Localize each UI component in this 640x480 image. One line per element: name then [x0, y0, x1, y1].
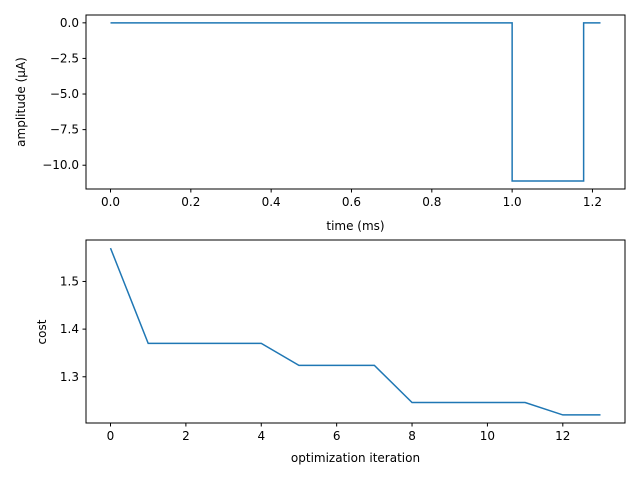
- amplitude-y-tick-label: 0.0: [60, 16, 79, 30]
- cost-x-tick-label: 2: [182, 429, 190, 443]
- cost-x-tick-label: 0: [107, 429, 115, 443]
- cost-x-ticks: 0 2 4 6 8 10 12: [107, 423, 570, 443]
- cost-y-ticks: 1.5 1.4 1.3: [60, 274, 86, 384]
- amplitude-plot-frame: [85, 14, 626, 190]
- cost-x-tick-label: 12: [555, 429, 570, 443]
- cost-plot-frame: [85, 239, 626, 424]
- cost-x-tick-label: 8: [408, 429, 416, 443]
- amplitude-x-tick-label: 1.0: [503, 195, 522, 209]
- cost-y-tick-label: 1.5: [60, 274, 79, 288]
- amplitude-x-tick-label: 0.8: [422, 195, 441, 209]
- amplitude-y-tick-label: −5.0: [50, 87, 79, 101]
- amplitude-y-axis-label: amplitude (µA): [14, 57, 28, 147]
- amplitude-x-ticks: 0.0 0.2 0.4 0.6 0.8 1.0 1.2: [101, 189, 602, 209]
- cost-y-tick-label: 1.4: [60, 322, 79, 336]
- cost-x-tick-label: 4: [257, 429, 265, 443]
- amplitude-plot: 0.0 0.2 0.4 0.6 0.8 1.0 1.2 0.0 −2.5 −5.0 −7.5 −10…: [14, 14, 626, 233]
- amplitude-x-tick-label: 1.2: [583, 195, 602, 209]
- cost-x-axis-label: optimization iteration: [291, 451, 420, 465]
- amplitude-x-tick-label: 0.6: [342, 195, 361, 209]
- amplitude-y-ticks: 0.0 −2.5 −5.0 −7.5 −10.0: [42, 16, 86, 172]
- cost-x-tick-label: 10: [480, 429, 495, 443]
- cost-series-line: [109, 247, 601, 416]
- cost-x-tick-label: 6: [333, 429, 341, 443]
- cost-y-axis-label: cost: [35, 319, 49, 344]
- amplitude-x-tick-label: 0.2: [181, 195, 200, 209]
- amplitude-x-tick-label: 0.4: [262, 195, 281, 209]
- cost-y-tick-label: 1.3: [60, 370, 79, 384]
- amplitude-x-axis-label: time (ms): [326, 219, 384, 233]
- amplitude-y-tick-label: −10.0: [42, 158, 79, 172]
- amplitude-series-line: [110, 22, 601, 182]
- amplitude-y-tick-label: −2.5: [50, 51, 79, 65]
- amplitude-y-tick-label: −7.5: [50, 123, 79, 137]
- amplitude-x-tick-label: 0.0: [101, 195, 120, 209]
- cost-plot: 0 2 4 6 8 10 12 1.5 1.4 1.3 optimization iterati…: [35, 239, 626, 465]
